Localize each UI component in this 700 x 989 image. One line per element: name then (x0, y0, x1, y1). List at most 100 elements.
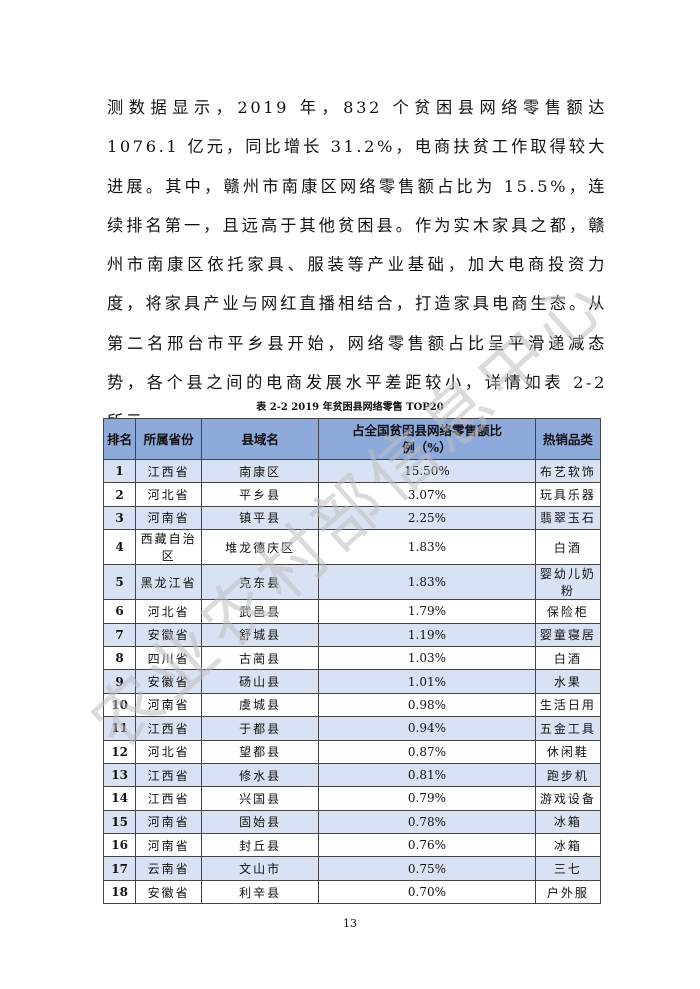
county-cell: 古蔺县 (201, 645, 320, 671)
category-cell: 白酒 (534, 529, 602, 566)
rank-cell: 18 (102, 879, 137, 905)
top20-table: 排名 所属省份 县域名 占全国贫困县网络零售额比例（%） 热销品类 1 江西省 南康… (102, 418, 602, 905)
table-row: 15 河南省 固始县 0.78% 冰箱 (102, 809, 602, 835)
table-row: 14 江西省 兴国县 0.79% 游戏设备 (102, 786, 602, 811)
category-cell: 生活日用 (534, 692, 602, 718)
share-cell: 0.76% (318, 833, 536, 858)
category-cell: 休闲鞋 (534, 739, 602, 764)
rank-cell: 5 (102, 564, 137, 601)
share-cell: 0.81% (318, 762, 536, 788)
county-cell: 望都县 (201, 739, 320, 764)
category-cell: 冰箱 (534, 833, 602, 858)
header-province: 所属省份 (135, 418, 203, 460)
table-row: 16 河南省 封丘县 0.76% 冰箱 (102, 833, 602, 858)
county-cell: 平乡县 (201, 482, 320, 507)
table-header-row: 排名 所属省份 县域名 占全国贫困县网络零售额比例（%） 热销品类 (102, 418, 602, 460)
county-cell: 堆龙德庆区 (201, 529, 320, 566)
table-row: 11 江西省 于都县 0.94% 五金工具 (102, 716, 602, 741)
county-cell: 砀山县 (201, 669, 320, 694)
page-number: 13 (343, 917, 357, 930)
share-cell: 1.01% (318, 669, 536, 694)
province-cell: 安徽省 (135, 669, 203, 694)
category-cell: 冰箱 (534, 809, 602, 835)
table-row: 6 河北省 武邑县 1.79% 保险柜 (102, 599, 602, 624)
category-cell: 跑步机 (534, 762, 602, 788)
province-cell: 河南省 (135, 833, 203, 858)
rank-cell: 7 (102, 622, 137, 647)
rank-cell: 10 (102, 692, 137, 718)
header-category: 热销品类 (534, 418, 602, 460)
category-cell: 婴童寝居 (534, 622, 602, 647)
rank-cell: 6 (102, 599, 137, 624)
table-caption: 表 2-2 2019 年贫困县网络零售 TOP20 (256, 402, 444, 413)
header-rank: 排名 (102, 418, 137, 460)
county-cell: 镇平县 (201, 505, 320, 531)
county-cell: 虞城县 (201, 692, 320, 718)
province-cell: 江西省 (135, 762, 203, 788)
province-cell: 河北省 (135, 739, 203, 764)
rank-cell: 1 (102, 458, 137, 484)
category-cell: 水果 (534, 669, 602, 694)
county-cell: 利辛县 (201, 879, 320, 905)
province-cell: 黑龙江省 (135, 564, 203, 601)
body-paragraph: 测数据显示，2019 年，832 个贫困县网络零售额达 1076.1 亿元，同比… (107, 98, 607, 431)
table-row: 17 云南省 文山市 0.75% 三七 (102, 856, 602, 881)
rank-cell: 13 (102, 762, 137, 788)
table-row: 13 江西省 修水县 0.81% 跑步机 (102, 762, 602, 788)
table-row: 8 四川省 古蔺县 1.03% 白酒 (102, 645, 602, 671)
share-cell: 0.70% (318, 879, 536, 905)
province-cell: 江西省 (135, 458, 203, 484)
share-cell: 0.87% (318, 739, 536, 764)
table-row: 5 黑龙江省 克东县 1.83% 婴幼儿奶粉 (102, 564, 602, 601)
rank-cell: 15 (102, 809, 137, 835)
rank-cell: 14 (102, 786, 137, 811)
province-cell: 河南省 (135, 809, 203, 835)
rank-cell: 8 (102, 645, 137, 671)
category-cell: 游戏设备 (534, 786, 602, 811)
province-cell: 江西省 (135, 716, 203, 741)
table-row: 10 河南省 虞城县 0.98% 生活日用 (102, 692, 602, 718)
category-cell: 玩具乐器 (534, 482, 602, 507)
rank-cell: 17 (102, 856, 137, 881)
share-cell: 1.83% (318, 529, 536, 566)
county-cell: 兴国县 (201, 786, 320, 811)
category-cell: 五金工具 (534, 716, 602, 741)
category-cell: 保险柜 (534, 599, 602, 624)
rank-cell: 9 (102, 669, 137, 694)
province-cell: 河南省 (135, 692, 203, 718)
county-cell: 固始县 (201, 809, 320, 835)
province-cell: 安徽省 (135, 622, 203, 647)
share-cell: 1.83% (318, 564, 536, 601)
province-cell: 河北省 (135, 482, 203, 507)
rank-cell: 2 (102, 482, 137, 507)
county-cell: 修水县 (201, 762, 320, 788)
province-cell: 四川省 (135, 645, 203, 671)
share-cell: 0.98% (318, 692, 536, 718)
county-cell: 于都县 (201, 716, 320, 741)
province-cell: 河南省 (135, 505, 203, 531)
rank-cell: 3 (102, 505, 137, 531)
category-cell: 翡翠玉石 (534, 505, 602, 531)
table-row: 9 安徽省 砀山县 1.01% 水果 (102, 669, 602, 694)
category-cell: 三七 (534, 856, 602, 881)
province-cell: 西藏自治区 (135, 529, 203, 566)
category-cell: 布艺软饰 (534, 458, 602, 484)
header-share: 占全国贫困县网络零售额比例（%） (318, 418, 536, 460)
share-cell: 0.79% (318, 786, 536, 811)
county-cell: 封丘县 (201, 833, 320, 858)
table-row: 18 安徽省 利辛县 0.70% 户外服 (102, 879, 602, 905)
share-cell: 0.94% (318, 716, 536, 741)
rank-cell: 4 (102, 529, 137, 566)
rank-cell: 12 (102, 739, 137, 764)
share-cell: 1.19% (318, 622, 536, 647)
rank-cell: 11 (102, 716, 137, 741)
category-cell: 白酒 (534, 645, 602, 671)
table-row: 7 安徽省 舒城县 1.19% 婴童寝居 (102, 622, 602, 647)
category-cell: 婴幼儿奶粉 (534, 564, 602, 601)
county-cell: 南康区 (201, 458, 320, 484)
category-cell: 户外服 (534, 879, 602, 905)
table-row: 2 河北省 平乡县 3.07% 玩具乐器 (102, 482, 602, 507)
province-cell: 云南省 (135, 856, 203, 881)
province-cell: 河北省 (135, 599, 203, 624)
table-row: 3 河南省 镇平县 2.25% 翡翠玉石 (102, 505, 602, 531)
